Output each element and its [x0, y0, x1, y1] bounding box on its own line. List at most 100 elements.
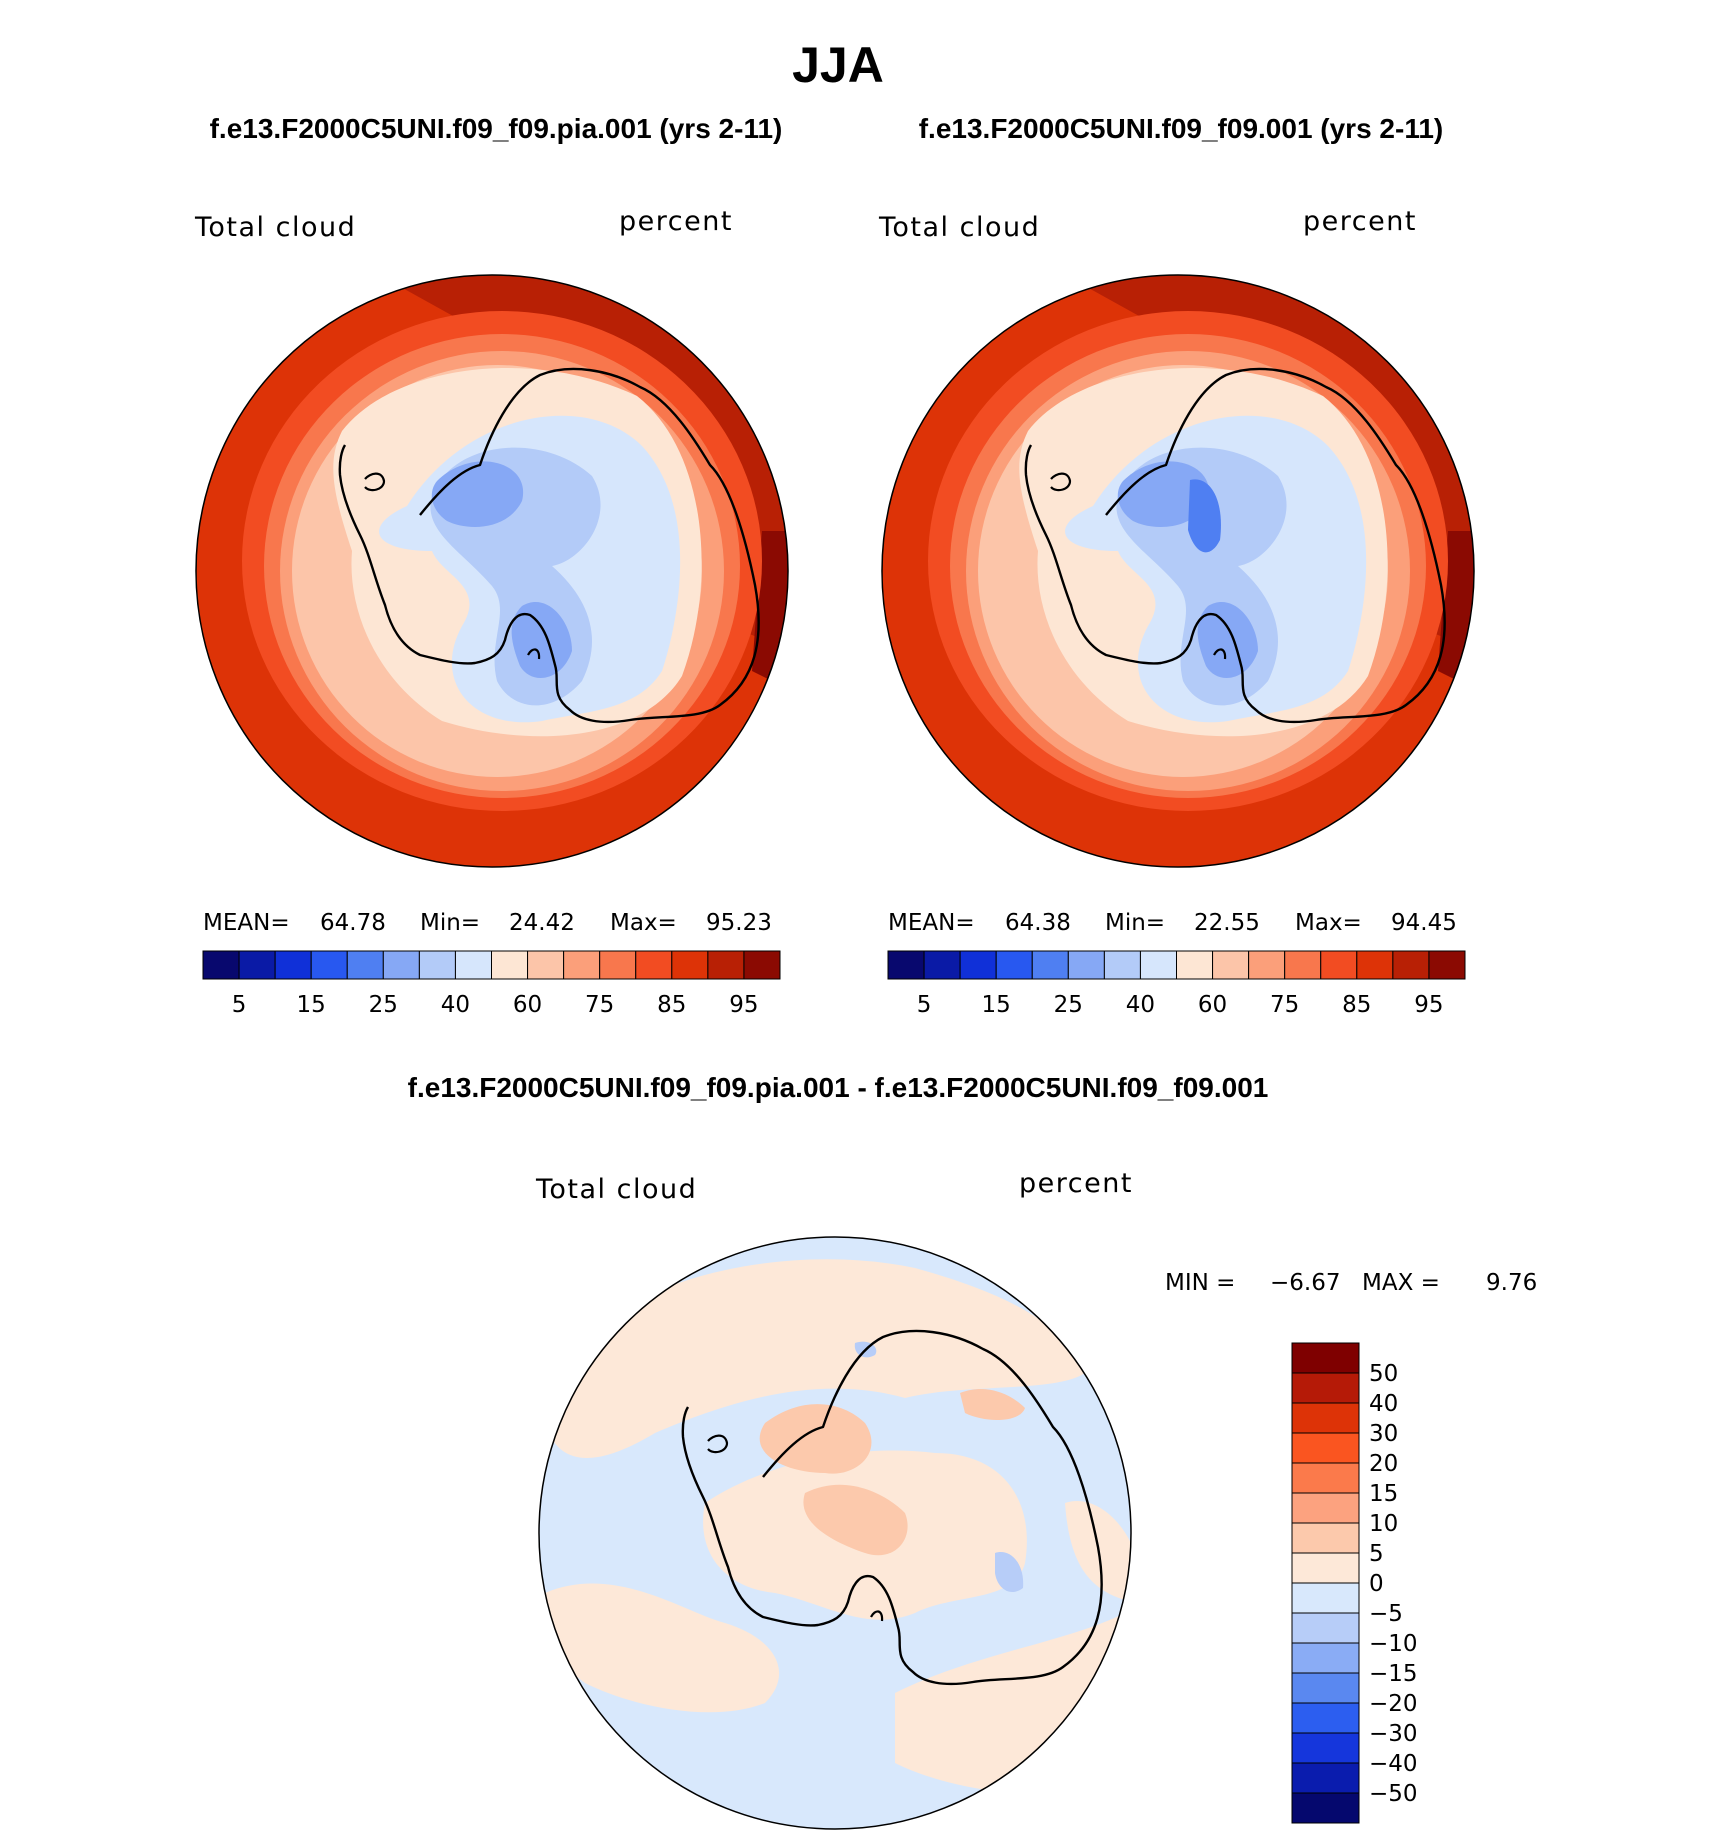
panel-a-colorbar-tick-label: 75	[585, 992, 614, 1018]
panel-b-mean-label: MEAN=	[888, 910, 975, 936]
panel-c-colorbar-swatch	[1291, 1402, 1360, 1434]
panel-model-pia: f.e13.F2000C5UNI.f09_f09.pia.001 (yrs 2-…	[194, 113, 789, 1018]
panel-b-colorbar-tick-label: 15	[982, 992, 1011, 1018]
panel-c-colorbar-tick-label: −10	[1369, 1631, 1418, 1657]
panel-c-colorbar-tick-label: −40	[1369, 1751, 1418, 1777]
panel-b-max-label: Max=	[1295, 910, 1362, 936]
panel-a-map-border	[195, 274, 789, 868]
panel-difference: f.e13.F2000C5UNI.f09_f09.pia.001 - f.e13…	[408, 1072, 1537, 1830]
panel-a-units: percent	[619, 206, 733, 237]
panel-c-colorbar-tick-label: −5	[1369, 1601, 1403, 1627]
panel-a-map	[196, 275, 788, 867]
panel-a-mean-label: MEAN=	[203, 910, 290, 936]
panel-a-colorbar-swatch	[707, 950, 745, 980]
panel-a-variable: Total cloud	[194, 212, 356, 243]
panel-c-colorbar-tick-label: 40	[1369, 1391, 1398, 1417]
panel-b-colorbar-swatch	[1103, 950, 1141, 980]
panel-a-colorbar-swatch	[635, 950, 673, 980]
panel-c-title: f.e13.F2000C5UNI.f09_f09.pia.001 - f.e13…	[408, 1072, 1269, 1103]
panel-c-colorbar-swatch	[1291, 1732, 1360, 1764]
panel-c-colorbar-swatch	[1291, 1642, 1360, 1674]
panel-a-title: f.e13.F2000C5UNI.f09_f09.pia.001 (yrs 2-…	[210, 113, 783, 144]
panel-b-colorbar-swatch	[1428, 950, 1466, 980]
panel-b-units: percent	[1303, 206, 1417, 237]
panel-b-colorbar-tick-label: 95	[1414, 992, 1443, 1018]
panel-c-colorbar-swatch	[1291, 1372, 1360, 1404]
panel-c-colorbar-swatch	[1291, 1612, 1360, 1644]
panel-c-variable: Total cloud	[535, 1174, 697, 1205]
panel-a-max: 95.23	[706, 910, 772, 936]
panel-c-colorbar-swatch	[1291, 1762, 1360, 1794]
panel-a-colorbar-tick-label: 60	[513, 992, 542, 1018]
panel-c-colorbar-swatch	[1291, 1522, 1360, 1554]
panel-c-colorbar-swatch	[1291, 1462, 1360, 1494]
panel-a-colorbar-swatch	[599, 950, 637, 980]
panel-a-colorbar-swatch	[418, 950, 456, 980]
panel-b-colorbar-tick-label: 60	[1198, 992, 1227, 1018]
panel-b-colorbar-tick-label: 25	[1054, 992, 1083, 1018]
panel-a-colorbar-swatch	[274, 950, 312, 980]
panel-a-colorbar-swatch	[563, 950, 601, 980]
panel-a-colorbar-tick-label: 95	[729, 992, 758, 1018]
panel-b-map	[882, 275, 1474, 867]
panel-b-colorbar-swatch	[1067, 950, 1105, 980]
panel-b-colorbar-swatch	[923, 950, 961, 980]
panel-b-colorbar-swatch	[887, 950, 925, 980]
panel-c-colorbar-swatch	[1291, 1702, 1360, 1734]
panel-b-min: 22.55	[1194, 910, 1260, 936]
panel-a-colorbar-swatch	[491, 950, 529, 980]
panel-b-colorbar-swatch	[1320, 950, 1358, 980]
panel-c-map	[539, 1237, 1131, 1829]
panel-b-mean: 64.38	[1005, 910, 1071, 936]
panel-b-colorbar-swatch	[959, 950, 997, 980]
panel-b-min-label: Min=	[1105, 910, 1165, 936]
panel-a-colorbar-swatch	[310, 950, 348, 980]
panel-a-colorbar-tick-label: 5	[232, 992, 247, 1018]
page-title: JJA	[792, 37, 884, 93]
panel-b-colorbar: 5 15 25 40 60 75 85 95	[887, 950, 1466, 1018]
panel-b-colorbar-swatch	[1212, 950, 1250, 980]
panel-b-colorbar-swatch	[1176, 950, 1214, 980]
panel-c-colorbar-tick-label: 0	[1369, 1571, 1384, 1597]
panel-c-units: percent	[1019, 1168, 1133, 1199]
panel-c-min: −6.67	[1270, 1270, 1340, 1296]
panel-c-colorbar-tick-label: 10	[1369, 1511, 1398, 1537]
panel-a-min-label: Min=	[420, 910, 480, 936]
panel-a-min: 24.42	[509, 910, 575, 936]
panel-c-colorbar-swatch	[1291, 1432, 1360, 1464]
panel-c-colorbar-swatch	[1291, 1342, 1360, 1374]
panel-b-title: f.e13.F2000C5UNI.f09_f09.001 (yrs 2-11)	[919, 113, 1444, 144]
panel-model-control: f.e13.F2000C5UNI.f09_f09.001 (yrs 2-11) …	[878, 113, 1475, 1018]
panel-c-colorbar-tick-label: −20	[1369, 1691, 1418, 1717]
panel-a-colorbar-tick-label: 25	[369, 992, 398, 1018]
panel-c-colorbar-tick-label: −50	[1369, 1781, 1418, 1807]
panel-c-colorbar-tick-label: −15	[1369, 1661, 1418, 1687]
panel-b-colorbar-swatch	[1031, 950, 1069, 980]
panel-a-colorbar-swatch	[238, 950, 276, 980]
panel-b-map-border	[881, 274, 1475, 868]
panel-c-colorbar-swatch	[1291, 1672, 1360, 1704]
panel-a-colorbar-swatch	[454, 950, 492, 980]
panel-b-colorbar-swatch	[1392, 950, 1430, 980]
panel-b-colorbar-tick-label: 85	[1342, 992, 1371, 1018]
panel-b-colorbar-swatch	[1356, 950, 1394, 980]
panel-c-map-border	[538, 1236, 1132, 1830]
panel-b-colorbar-swatch	[1248, 950, 1286, 980]
panel-a-colorbar-swatch	[743, 950, 781, 980]
panel-b-colorbar-tick-label: 75	[1270, 992, 1299, 1018]
panel-b-colorbar-swatch	[1139, 950, 1177, 980]
panel-c-colorbar-tick-label: −30	[1369, 1721, 1418, 1747]
panel-a-colorbar-swatch	[671, 950, 709, 980]
panel-b-colorbar-swatch	[1284, 950, 1322, 980]
panel-b-colorbar-swatch	[995, 950, 1033, 980]
panel-c-colorbar-swatch	[1291, 1582, 1360, 1614]
panel-b-max: 94.45	[1391, 910, 1457, 936]
panel-c-min-label: MIN =	[1165, 1270, 1235, 1296]
panel-a-colorbar: 5 15 25 40 60 75 85 95	[202, 950, 781, 1018]
panel-b-variable: Total cloud	[878, 212, 1040, 243]
panel-a-colorbar-swatch	[346, 950, 384, 980]
panel-a-colorbar-tick-label: 40	[441, 992, 470, 1018]
panel-c-max-label: MAX =	[1362, 1270, 1440, 1296]
